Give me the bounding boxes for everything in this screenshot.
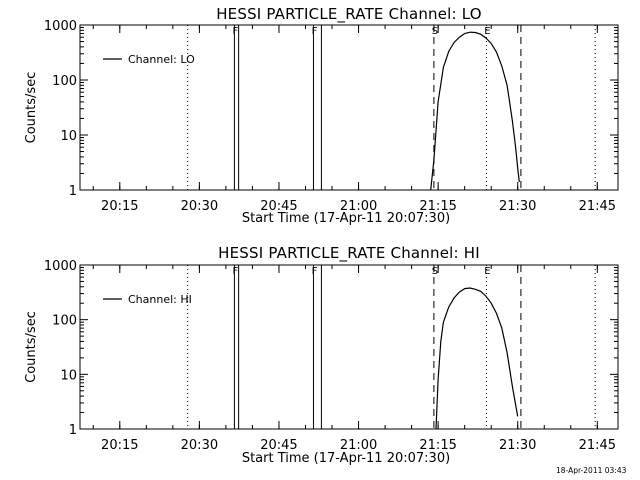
y-tick-label: 100 [52, 314, 77, 329]
series-line [435, 287, 519, 430]
plot-frame [79, 264, 619, 430]
x-tick-label: 20:30 [181, 438, 218, 453]
x-tick-label: 20:45 [260, 438, 297, 453]
y-axis: 1 10 100 1000 [44, 19, 618, 199]
legend: Channel: HI [103, 293, 192, 306]
y-axis-label: Counts/sec [24, 311, 39, 383]
chart-title: HESSI PARTICLE_RATE Channel: LO [216, 5, 482, 24]
chart-title: HESSI PARTICLE_RATE Channel: HI [218, 244, 480, 263]
y-tick-label: 1 [69, 423, 77, 438]
legend-label: Channel: LO [128, 53, 195, 66]
event-marker-label: S [432, 26, 438, 37]
x-axis: 20:15 20:30 20:45 21:00 21:15 21:30 21:45 [92, 25, 616, 214]
panel-2: HESSI PARTICLE_RATE Channel: HI 1 10 100 100… [24, 244, 619, 466]
x-axis: 20:15 20:30 20:45 21:00 21:15 21:30 21:45 [92, 265, 616, 453]
y-tick-label: 1000 [44, 19, 77, 34]
y-axis: 1 10 100 1000 [44, 259, 618, 438]
y-tick-label: 10 [60, 368, 77, 383]
event-marker-label: E [484, 266, 490, 277]
x-tick-label: 21:45 [579, 438, 616, 453]
y-tick-label: 1 [69, 184, 77, 199]
x-tick-label: 20:45 [260, 199, 297, 214]
x-tick-label: 20:30 [181, 199, 218, 214]
x-axis-label: Start Time (17-Apr-11 20:07:30) [242, 451, 450, 466]
y-tick-label: 1000 [44, 259, 77, 274]
y-axis-label: Counts/sec [24, 72, 39, 144]
event-marker-label: F [233, 266, 239, 277]
x-tick-label: 21:15 [419, 199, 456, 214]
event-marker-label: F [312, 26, 318, 37]
x-tick-label: 21:00 [340, 199, 377, 214]
x-tick-label: 21:30 [499, 438, 536, 453]
generation-timestamp: 18-Apr-2011 03:43 [556, 466, 627, 475]
y-tick-label: 100 [52, 74, 77, 89]
x-tick-label: 21:15 [419, 438, 456, 453]
y-tick-label: 10 [60, 129, 77, 144]
panel-1: HESSI PARTICLE_RATE Channel: LO 1 10 100 100… [24, 5, 619, 226]
legend: Channel: LO [103, 53, 195, 66]
plot-frame [79, 24, 619, 191]
event-marker-label: E [484, 26, 490, 37]
event-marker-label: F [233, 26, 239, 37]
x-tick-label: 20:15 [101, 199, 138, 214]
legend-label: Channel: HI [128, 293, 192, 306]
x-tick-label: 21:45 [579, 199, 616, 214]
x-tick-label: 21:00 [340, 438, 377, 453]
x-tick-label: 20:15 [101, 438, 138, 453]
event-marker-label: F [312, 266, 318, 277]
x-axis-label: Start Time (17-Apr-11 20:07:30) [242, 211, 450, 226]
event-marker-label: S [432, 266, 438, 277]
x-tick-label: 21:30 [499, 199, 536, 214]
series-line [430, 31, 520, 191]
